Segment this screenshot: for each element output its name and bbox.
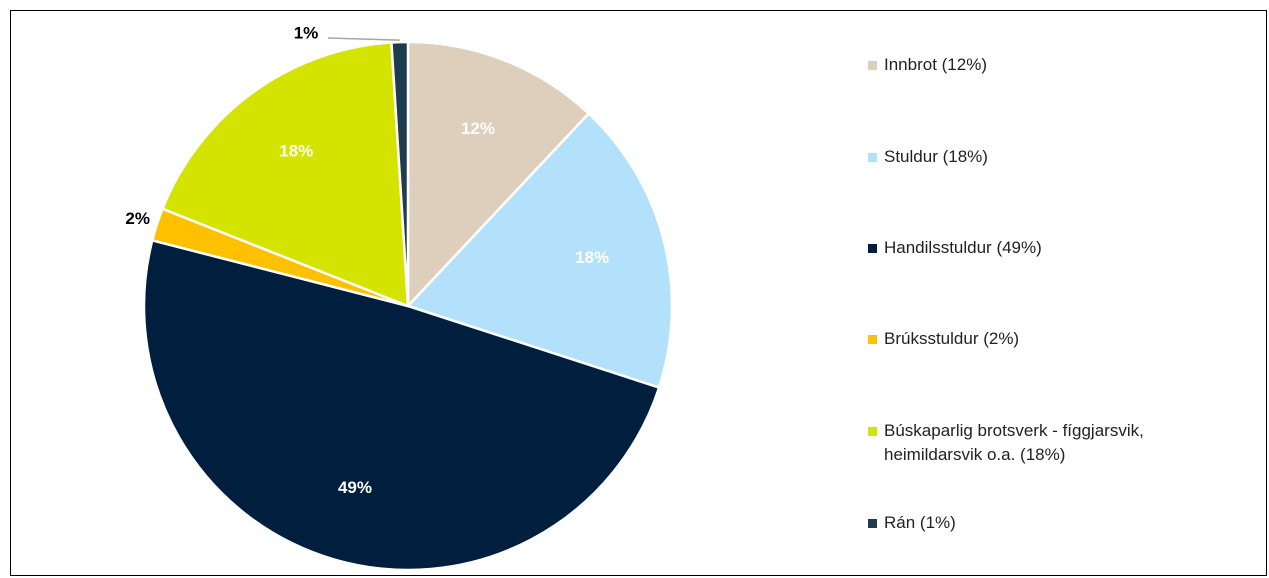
legend-item: Stuldur (18%) xyxy=(866,145,1226,169)
legend-text: Handilsstuldur (49%) xyxy=(884,238,1042,257)
legend-text: Búskaparlig brotsverk - fíggjarsvik, hei… xyxy=(884,421,1144,464)
pie-slice xyxy=(406,40,591,310)
data-label: 12% xyxy=(461,119,495,138)
legend-text: Innbrot (12%) xyxy=(884,55,987,74)
chart-frame xyxy=(10,10,1267,576)
legend-item: Rán (1%) xyxy=(866,511,1226,535)
legend-swatch xyxy=(868,153,877,162)
legend-item: Búskaparlig brotsverk - fíggjarsvik, hei… xyxy=(866,419,1226,467)
data-label: 49% xyxy=(338,478,372,497)
legend-text: Stuldur (18%) xyxy=(884,147,988,166)
pie-slice xyxy=(405,111,674,390)
legend-item: Handilsstuldur (49%) xyxy=(866,236,1226,260)
pie-chart: 12% 18% 49% 2% 18% 1% xyxy=(125,23,674,572)
legend-swatch xyxy=(868,244,877,253)
legend-text: Rán (1%) xyxy=(884,513,956,532)
pie-slice xyxy=(390,40,410,307)
data-label: 2% xyxy=(125,209,150,228)
pie-slice xyxy=(142,238,661,572)
pie-slice xyxy=(160,41,410,308)
legend-swatch xyxy=(868,61,877,70)
data-label: 18% xyxy=(279,142,313,161)
data-label: 1% xyxy=(294,23,319,42)
legend-item: Innbrot (12%) xyxy=(866,53,1226,77)
legend-swatch xyxy=(868,427,877,436)
leader-line xyxy=(327,37,400,41)
legend-text: Brúksstuldur (2%) xyxy=(884,329,1020,348)
legend-swatch xyxy=(868,335,877,344)
legend-swatch xyxy=(868,519,877,528)
legend-item: Brúksstuldur (2%) xyxy=(866,327,1226,351)
data-label: 18% xyxy=(575,248,609,267)
